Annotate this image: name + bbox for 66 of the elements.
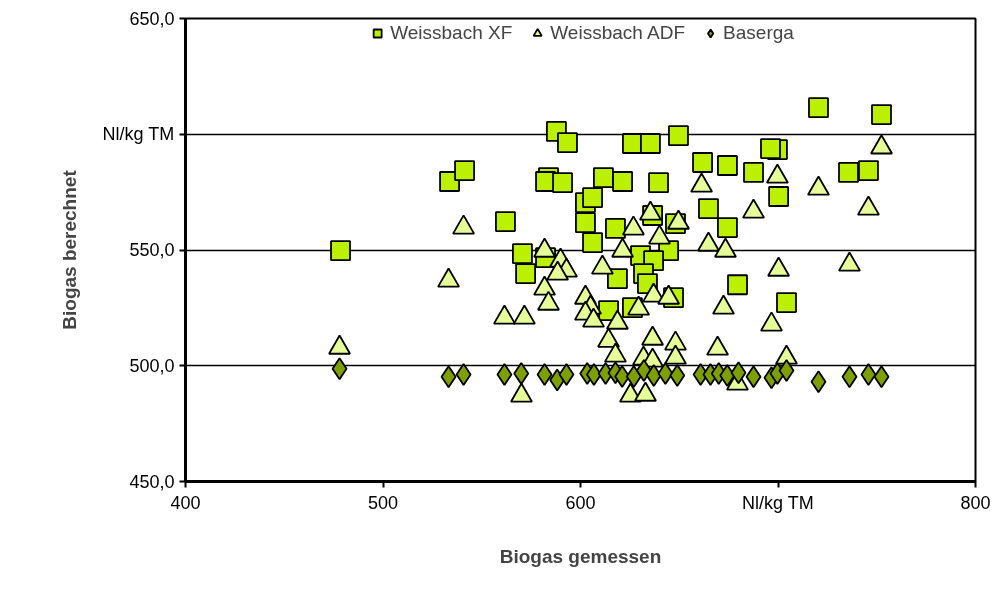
point bbox=[873, 365, 890, 389]
point bbox=[698, 198, 719, 219]
point bbox=[640, 133, 661, 154]
point bbox=[692, 152, 713, 173]
point bbox=[727, 274, 748, 296]
y-tick-label: Nl/kg TM bbox=[102, 124, 175, 145]
point bbox=[808, 97, 829, 119]
x-tick-label: 500 bbox=[367, 492, 399, 513]
point bbox=[536, 363, 553, 386]
x-tick-label: 400 bbox=[170, 492, 201, 513]
point bbox=[717, 155, 738, 176]
point bbox=[455, 363, 472, 386]
point bbox=[513, 362, 530, 386]
point bbox=[625, 365, 642, 388]
point bbox=[549, 368, 566, 392]
point bbox=[745, 365, 762, 389]
point bbox=[669, 364, 686, 387]
point bbox=[645, 364, 662, 387]
point bbox=[612, 171, 633, 192]
point bbox=[495, 211, 516, 232]
point bbox=[331, 357, 348, 381]
point bbox=[768, 186, 789, 207]
point bbox=[871, 104, 892, 125]
point bbox=[858, 160, 879, 181]
x-tick-label: 600 bbox=[565, 492, 596, 513]
y-tick-label: 450,0 bbox=[129, 471, 175, 492]
point bbox=[719, 364, 736, 387]
point bbox=[776, 292, 797, 313]
y-axis-title: Biogas berechnet bbox=[58, 169, 80, 330]
point bbox=[454, 160, 475, 181]
point bbox=[512, 243, 533, 265]
point bbox=[575, 212, 596, 234]
point bbox=[607, 268, 628, 290]
point bbox=[558, 363, 575, 386]
point bbox=[515, 263, 536, 285]
point bbox=[778, 359, 795, 383]
x-axis-title: Biogas gemessen bbox=[499, 545, 662, 567]
point bbox=[810, 370, 827, 394]
legend-label: Weissbach XF bbox=[390, 22, 513, 44]
point bbox=[743, 162, 764, 183]
legend-label: Weissbach ADF bbox=[550, 22, 686, 44]
point bbox=[582, 232, 603, 253]
legend-label: Baserga bbox=[723, 22, 794, 44]
point bbox=[860, 363, 877, 386]
point bbox=[668, 125, 689, 147]
point bbox=[838, 162, 859, 183]
y-tick-label: 500,0 bbox=[129, 355, 175, 376]
point bbox=[330, 240, 351, 262]
point bbox=[760, 138, 781, 159]
point bbox=[496, 363, 513, 386]
point bbox=[730, 361, 747, 385]
point bbox=[717, 217, 738, 238]
point bbox=[605, 218, 626, 239]
x-tick-label: Nl/kg TM bbox=[742, 492, 814, 513]
y-tick-label: 650,0 bbox=[129, 8, 175, 29]
x-tick-label: 800 bbox=[960, 492, 991, 513]
point bbox=[648, 172, 669, 194]
point bbox=[582, 187, 603, 209]
point bbox=[552, 172, 573, 194]
point bbox=[841, 365, 858, 389]
point bbox=[593, 167, 614, 188]
y-tick-label: 550,0 bbox=[129, 240, 175, 260]
point bbox=[614, 365, 631, 388]
point bbox=[440, 365, 457, 389]
point bbox=[557, 132, 578, 153]
point bbox=[657, 362, 674, 386]
